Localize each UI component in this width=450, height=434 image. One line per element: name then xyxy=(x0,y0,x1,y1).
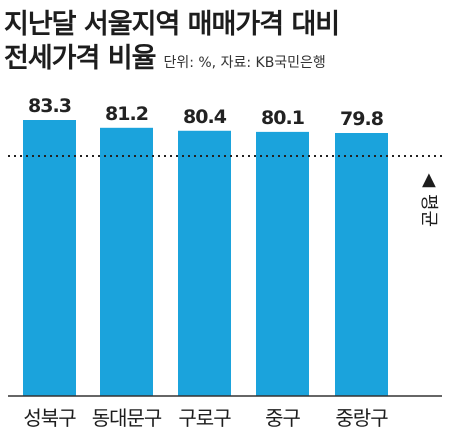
category-labels-group: 성북구 동대문구 구로구 중구 중랑구 xyxy=(23,406,389,430)
chart-title-line-2: 전세가격 비율 단위: %, 자료: KB국민은행 xyxy=(4,36,326,75)
value-label-5: 79.8 xyxy=(340,108,384,130)
chart-title-text-1: 지난달 서울지역 매매가격 대비 xyxy=(4,9,340,40)
bar-2 xyxy=(100,127,153,397)
value-label-2: 81.2 xyxy=(105,103,148,125)
average-marker-icon: ▲ xyxy=(422,169,436,190)
bar-5 xyxy=(335,133,388,396)
value-label-3: 80.4 xyxy=(183,106,227,128)
category-label-5: 중랑구 xyxy=(335,406,388,430)
bar-1 xyxy=(23,120,76,396)
bar-3 xyxy=(178,130,231,396)
average-label: 평균 xyxy=(418,194,439,227)
category-label-1: 성북구 xyxy=(23,406,76,430)
category-label-3: 구로구 xyxy=(178,406,231,430)
chart-title-text-2: 전세가격 비율 xyxy=(4,43,156,74)
value-labels-group: 83.3 81.2 80.4 80.1 79.8 xyxy=(28,95,385,130)
value-label-1: 83.3 xyxy=(28,95,71,117)
category-label-4: 중구 xyxy=(265,406,300,430)
bars-group xyxy=(23,120,388,397)
average-label-group: ▲ 평균 xyxy=(418,169,439,227)
chart-title-line-1: 지난달 서울지역 매매가격 대비 xyxy=(4,2,340,41)
category-label-2: 동대문구 xyxy=(92,406,162,430)
value-label-4: 80.1 xyxy=(261,107,304,129)
bar-4 xyxy=(256,131,309,396)
chart-subtitle: 단위: %, 자료: KB국민은행 xyxy=(163,55,326,71)
